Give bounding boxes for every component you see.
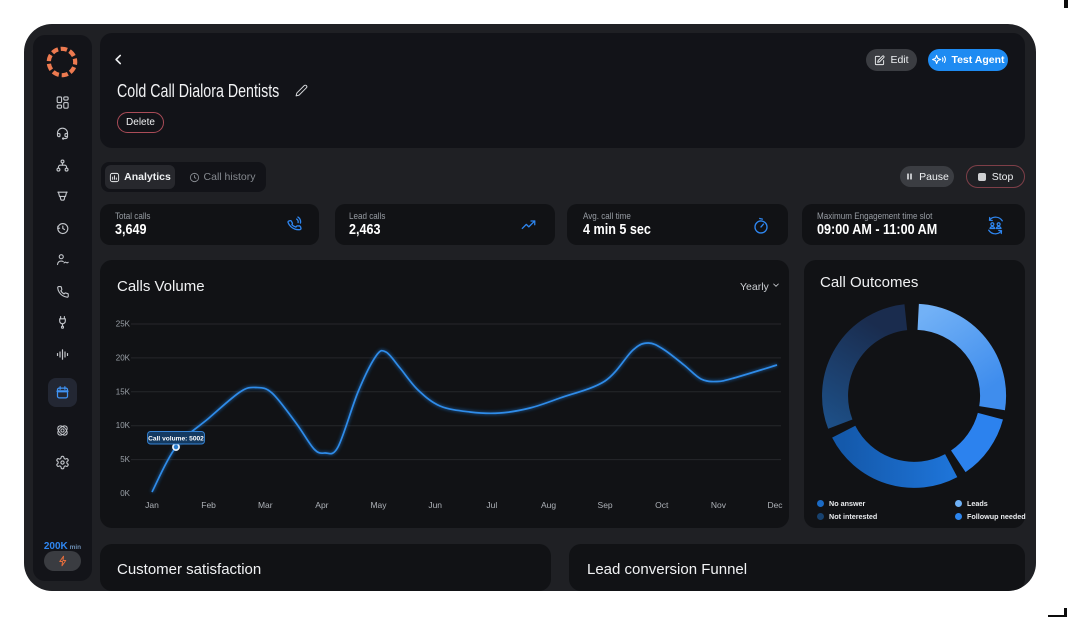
svg-text:Sep: Sep (598, 500, 613, 510)
svg-text:Oct: Oct (655, 500, 669, 510)
svg-text:Mar: Mar (258, 500, 273, 510)
svg-text:Dec: Dec (767, 500, 783, 510)
svg-text:Nov: Nov (711, 500, 727, 510)
svg-text:Jul: Jul (486, 500, 497, 510)
svg-text:Feb: Feb (201, 500, 216, 510)
svg-text:Aug: Aug (541, 500, 556, 510)
svg-text:Call volume: 5002: Call volume: 5002 (148, 435, 204, 442)
svg-text:25K: 25K (116, 320, 131, 329)
svg-text:Jun: Jun (428, 500, 442, 510)
svg-text:May: May (370, 500, 387, 510)
svg-text:10K: 10K (116, 421, 131, 430)
svg-text:5K: 5K (120, 455, 130, 464)
svg-text:Jan: Jan (145, 500, 159, 510)
svg-text:Apr: Apr (315, 500, 328, 510)
svg-text:15K: 15K (116, 387, 131, 396)
svg-text:0K: 0K (120, 489, 130, 498)
svg-text:20K: 20K (116, 353, 131, 362)
